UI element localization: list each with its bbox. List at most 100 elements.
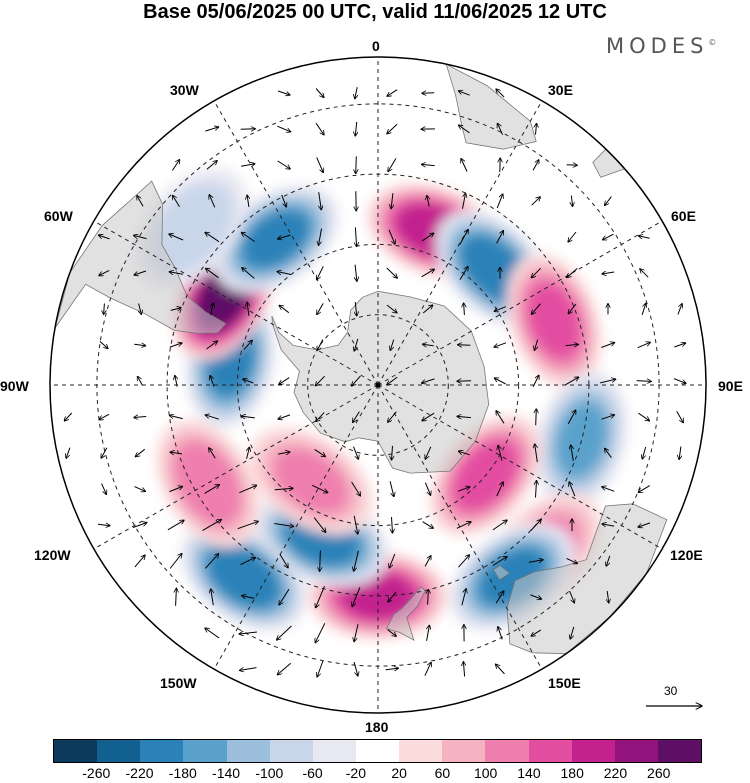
wind-vector-arrow: [277, 272, 292, 275]
wind-vector-arrow: [602, 524, 615, 526]
wind-vector-arrow: [202, 519, 222, 532]
reference-vector-arrow: [646, 684, 706, 714]
wind-vector-arrow: [169, 343, 182, 348]
wind-vector-arrow: [209, 448, 216, 459]
colorbar-segment: [614, 740, 658, 762]
wind-vector-arrow: [421, 164, 435, 165]
wind-vector-arrow: [568, 231, 577, 242]
wind-vector-arrow: [239, 485, 256, 494]
wind-vector-arrow: [97, 524, 110, 525]
wind-vector-arrow: [66, 447, 71, 459]
wind-vector-arrow: [640, 269, 649, 278]
wind-vector-arrow: [277, 625, 292, 640]
wind-vector-arrow: [243, 340, 252, 351]
wind-vector-arrow: [205, 232, 220, 243]
wind-vector-arrow: [240, 667, 257, 671]
wind-vector-arrow: [532, 375, 539, 388]
wind-vector-arrow: [247, 195, 249, 207]
wind-vector-arrow: [421, 233, 434, 242]
wind-vector-arrow: [494, 378, 506, 385]
wind-vector-arrow: [638, 236, 650, 238]
wind-vector-arrow: [424, 662, 431, 676]
anomaly-contour: [556, 401, 608, 478]
wind-vector-arrow: [387, 376, 398, 385]
map-title: Base 05/06/2025 00 UTC, valid 11/06/2025…: [143, 1, 607, 23]
wind-vector-arrow: [638, 522, 651, 527]
wind-vector-arrow: [496, 231, 504, 244]
wind-vector-arrow: [239, 632, 257, 634]
wind-vector-arrow: [387, 123, 398, 134]
wind-vector-arrow: [101, 483, 107, 495]
wind-vector-arrow: [422, 344, 434, 346]
wind-vector-arrow: [247, 302, 249, 316]
wind-vector-arrow: [355, 227, 356, 246]
lon-label-120w: 120W: [34, 547, 71, 563]
wind-vector-arrow: [494, 342, 507, 347]
wind-vector-arrow: [243, 379, 254, 384]
wind-vector-arrow: [531, 629, 542, 636]
wind-vector-arrow: [281, 194, 287, 207]
wind-vector-arrow: [531, 197, 541, 206]
lon-label-90e: 90E: [718, 378, 743, 394]
wind-vector-arrow: [353, 661, 358, 676]
wind-vector-arrow: [390, 339, 395, 351]
wind-vector-arrow: [424, 556, 431, 567]
wind-vector-arrow: [389, 553, 396, 568]
wind-vector-arrow: [277, 662, 292, 675]
wind-vector-arrow: [274, 523, 293, 527]
wind-vector-arrow: [137, 376, 144, 386]
wind-vector-arrow: [277, 125, 290, 132]
meridian-line: [213, 384, 379, 670]
wind-vector-arrow: [386, 267, 398, 278]
colorbar-segment: [97, 740, 141, 762]
colorbar-tick-label: 260: [647, 765, 671, 781]
wind-vector-arrow: [241, 164, 255, 166]
wind-vector-arrow: [279, 588, 290, 605]
wind-vector-arrow: [104, 303, 105, 315]
colorbar-ticks: -260 -220 -180 -140 -100 -60 -20 20 60 100 140 180 2…: [0, 765, 750, 783]
wind-vector-arrow: [536, 481, 537, 498]
wind-vector-arrow: [600, 379, 616, 384]
wind-vector-arrow: [139, 303, 142, 315]
colorbar-tick-label: -20: [345, 765, 366, 781]
wind-vector-arrow: [176, 588, 177, 606]
wind-vector-arrow: [638, 412, 650, 421]
wind-vector-arrow: [315, 88, 324, 98]
wind-vector-arrow: [205, 628, 220, 639]
wind-vector-arrow: [462, 193, 466, 209]
wind-vector-arrow: [427, 196, 429, 207]
wind-vector-arrow: [391, 193, 393, 209]
colorbar-tick-label: -260: [82, 765, 111, 781]
wind-vector-arrow: [458, 345, 471, 346]
wind-vector-arrow: [567, 410, 576, 425]
colorbar-segment: [571, 740, 615, 762]
wind-vector-arrow: [355, 302, 356, 316]
colorbar-segment: [528, 740, 572, 762]
wind-vector-arrow: [496, 482, 503, 497]
wind-vector-arrow: [638, 485, 651, 493]
wind-vector-arrow: [528, 560, 543, 563]
wind-vector-arrow: [355, 121, 356, 136]
wind-vector-arrow: [210, 376, 215, 387]
wind-vector-arrow: [354, 338, 359, 351]
wind-vector-arrow: [602, 487, 615, 492]
wind-vector-arrow: [313, 517, 326, 533]
meridian-line: [93, 220, 379, 386]
wind-vector-arrow: [677, 304, 682, 315]
meridian-line: [93, 384, 379, 550]
colorbar-tick-label: -220: [125, 765, 154, 781]
wind-vector-arrow: [422, 93, 435, 94]
tasmania-land: [492, 565, 511, 581]
wind-vector-arrow: [601, 343, 614, 348]
wind-vector-arrow: [169, 415, 183, 420]
wind-vector-arrow: [134, 555, 145, 568]
wind-vector-arrow: [387, 89, 398, 97]
meridian-line: [377, 100, 543, 386]
meridian-line: [377, 384, 543, 670]
wind-vector-arrow: [134, 486, 146, 492]
wind-vector-arrow: [170, 452, 182, 454]
wind-vector-arrow: [317, 303, 324, 314]
africa-land: [445, 63, 537, 150]
land-areas: [54, 63, 668, 655]
colorbar-segment: [485, 740, 529, 762]
